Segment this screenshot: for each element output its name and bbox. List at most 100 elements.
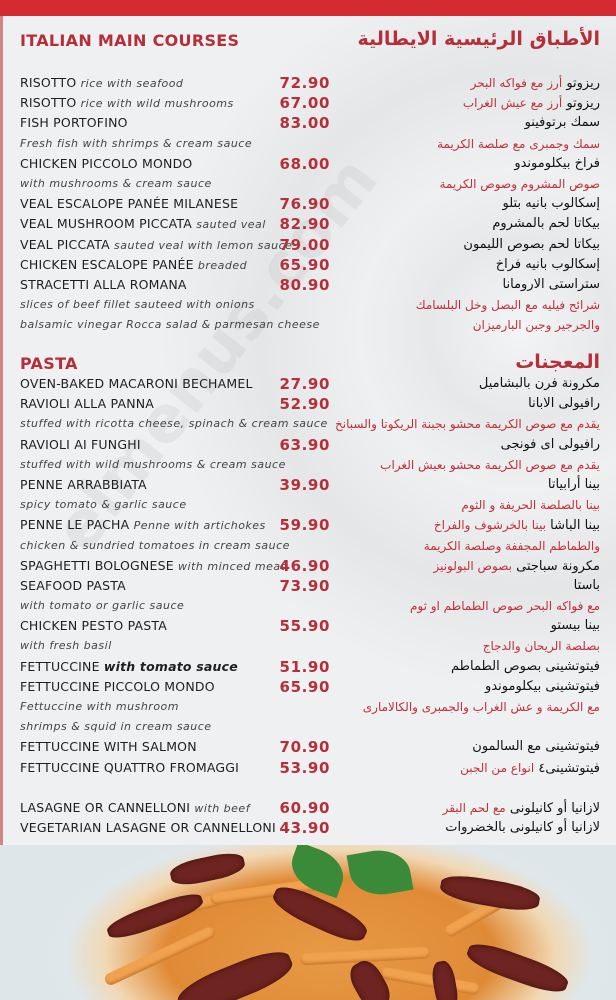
menu-item: RAVIOLI AI FUNGHI 63.90 رافيولى اى فونجى [0, 435, 616, 455]
item-price: 68.00 [279, 154, 330, 173]
item-name: RISOTTO [20, 75, 77, 90]
item-description: with beef [194, 801, 251, 815]
item-name-arabic: إسكالوب بانيه بتلو [502, 196, 600, 212]
menu-item: FISH PORTOFINO 83.00 سمك برتوفينو [0, 113, 616, 133]
item-name: PENNE LE PACHA [20, 517, 130, 533]
item-description-arabic: أرز مع عيش الغراب [462, 96, 563, 111]
item-name-arabic: مكرونة سباجتى [516, 558, 600, 574]
item-price: 46.90 [279, 556, 330, 575]
item-name: CHICKEN PESTO PASTA [20, 618, 168, 634]
menu-item: FETTUCCINE with tomato sauce 51.90 فيتوتشي… [0, 657, 616, 677]
menu-item-description: spicy tomato & garlic sauce بينا بالصلصة … [0, 495, 616, 515]
item-price: 43.90 [279, 819, 330, 838]
top-red-bar [0, 0, 616, 16]
item-name-ar: إسكالوب بانيه بتلو [503, 194, 600, 214]
item-price: 76.90 [279, 195, 330, 214]
menu-item: VEAL MUSHROOM PICCATA sauted veal 82.90 بي… [0, 214, 616, 234]
item-name: RAVIOLI ALLA PANNA [20, 396, 155, 412]
menu-item: PENNE ARRABBIATA 39.90 بينا أرابياتا [0, 475, 616, 495]
item-name-en: FETTUCCINE PICCOLO MONDO [20, 677, 215, 697]
item-name-en: Fresh fish with shrimps & cream sauce [20, 136, 253, 150]
item-name-arabic: رافيولى اى فونجى [500, 436, 600, 452]
item-name-en: STRACETTI ALLA ROMANA [20, 275, 187, 295]
item-name-arabic: فراخ بيكلوموندو [514, 155, 600, 171]
item-name-en: FETTUCCINE with tomato sauce [20, 657, 238, 677]
menu-item-description: Fresh fish with shrimps & cream sauce سمك… [0, 134, 616, 154]
item-name-arabic: بينا الباشا [550, 518, 600, 534]
item-name: FETTUCCINE [20, 658, 100, 674]
item-name-en: SPAGHETTI BOLOGNESE with minced meat [20, 556, 285, 577]
item-name: STRACETTI ALLA ROMANA [20, 276, 187, 292]
item-name-en: PENNE ARRABBIATA [20, 475, 147, 495]
item-name-arabic: فيتوتشينى٤ [538, 760, 600, 776]
menu-item: VEAL ESCALOPE PANÉE MILANESE 76.90 إسكالوب… [0, 194, 616, 214]
menu-item: FETTUCCINE PICCOLO MONDO 65.90 فيتوتشينى ب… [0, 677, 616, 697]
item-name-en: SEAFOOD PASTA [20, 576, 126, 596]
item-name-ar: ريزوتو أرز مع عيش الغراب [463, 93, 600, 114]
item-name-en: chicken & sundried tomatoes in cream sau… [20, 538, 290, 552]
item-description: sauted veal [196, 218, 266, 232]
item-name-ar: والجرجير وجبن البارميزان [473, 315, 600, 335]
item-name-ar: يقدم مع صوص الكريمة محشو بجبنة الريكوتا … [335, 414, 600, 434]
item-name-arabic: فيتوتشينى بصوص الطماطم [451, 658, 600, 674]
item-name-ar: بصلصة الريحان والدجاج [483, 636, 600, 656]
item-price: 55.90 [279, 617, 330, 636]
item-name-en: RISOTTO rice with wild mushrooms [20, 93, 234, 114]
item-description-arabic: أرز مع فواكه البحر [470, 76, 563, 90]
item-price: 39.90 [279, 475, 330, 494]
basil-leaf [346, 845, 414, 900]
item-name-ar: باستا [574, 576, 600, 596]
item-name-en: CHICKEN ESCALOPE PANÉE breaded [20, 255, 247, 276]
item-description-arabic: بينا بالصلصة الحريفة و الثوم [461, 498, 600, 513]
item-description: breaded [197, 258, 248, 272]
item-name: SEAFOOD PASTA [20, 577, 126, 593]
item-name-arabic: بيكاتا لحم بالمشروم [492, 216, 600, 232]
item-name-ar: رافيولى اى فونجى [501, 435, 600, 455]
item-description-arabic: مع الكريمة و عش الغراب والجمبرى والكالام… [362, 700, 600, 714]
item-price: 70.90 [279, 738, 330, 757]
item-price: 53.90 [279, 758, 330, 777]
item-name-arabic: ستراستى الارومانا [502, 276, 600, 292]
item-description-arabic: بينا بالخرشوف والفراخ [433, 518, 546, 533]
item-name-ar: مع الكريمة و عش الغراب والجمبرى والكالام… [363, 697, 600, 717]
item-name-en: VEAL PICCATA sauted veal with lemon sauc… [20, 235, 292, 256]
menu-item: FETTUCCINE QUATTRO FROMAGGI 53.90 فيتوتشين… [0, 758, 616, 778]
item-name: VEAL ESCALOPE PANÉE MILANESE [20, 196, 239, 212]
item-description: sauted veal with lemon sauce [114, 238, 293, 252]
item-description-arabic: بصلصة الريحان والدجاج [482, 639, 600, 654]
item-price: 52.90 [279, 395, 330, 414]
item-name-ar: مع فواكه البحر صوص الطماطم او ثوم [410, 596, 600, 616]
item-name-ar: فيتوتشينى بيكلوموندو [485, 677, 600, 697]
item-name: FETTUCCINE WITH SALMON [20, 739, 197, 755]
item-name-en: with mushrooms & cream sauce [20, 176, 212, 190]
item-price: 65.90 [279, 677, 330, 696]
menu-item-description: stuffed with wild mushrooms & cream sauc… [0, 455, 616, 475]
item-price: 73.90 [279, 576, 330, 595]
menu-item: CHICKEN ESCALOPE PANÉE breaded 65.90 إسكال… [0, 255, 616, 275]
item-name-ar: إسكالوب بانيه فراخ [496, 255, 600, 275]
item-description-arabic: والطماطم المجففة وصلصة الكريمة [423, 538, 600, 553]
item-name: CHICKEN PICCOLO MONDO [20, 155, 193, 171]
spacer [0, 778, 616, 798]
item-name-arabic: سمك برتوفينو [524, 115, 600, 131]
item-name: VEAL MUSHROOM PICCATA [20, 216, 193, 232]
item-name-en: FETTUCCINE WITH SALMON [20, 737, 197, 757]
item-name: OVEN-BAKED MACARONI BECHAMEL [20, 376, 253, 391]
item-name-ar: فراخ بيكلوموندو [514, 154, 600, 174]
item-name-en: FISH PORTOFINO [20, 113, 128, 133]
item-description: rice with seafood [80, 77, 184, 90]
item-name-ar: سمك وجمبرى مع صلصة الكريمة [437, 134, 600, 154]
item-name-arabic: بينا بيستو [550, 618, 600, 634]
item-name-ar: يقدم مع صوص الكريمة محشو بعيش الغراب [380, 455, 600, 475]
menu-item: PENNE LE PACHA Penne with artichokes 59.9… [0, 515, 616, 535]
item-name-en: VEGETARIAN LASAGNE OR CANNELLONI [20, 818, 276, 838]
item-name-ar: فيتوتشينى مع السالمون [472, 737, 600, 757]
menu-item-description: Fettuccine with mushroom مع الكريمة و عش … [0, 697, 616, 717]
item-description: with tomato sauce [103, 658, 238, 674]
item-name-ar: سمك برتوفينو [525, 113, 600, 133]
item-name-en: stuffed with ricotta cheese, spinach & c… [20, 417, 328, 431]
item-name-arabic: فيتوتشينى بيكلوموندو [485, 678, 600, 694]
menu-item: FETTUCCINE WITH SALMON 70.90 فيتوتشينى مع … [0, 737, 616, 757]
item-name-arabic: بيكاتا لحم بصوص الليمون [463, 236, 600, 252]
item-name-en: stuffed with wild mushrooms & cream sauc… [20, 457, 286, 471]
